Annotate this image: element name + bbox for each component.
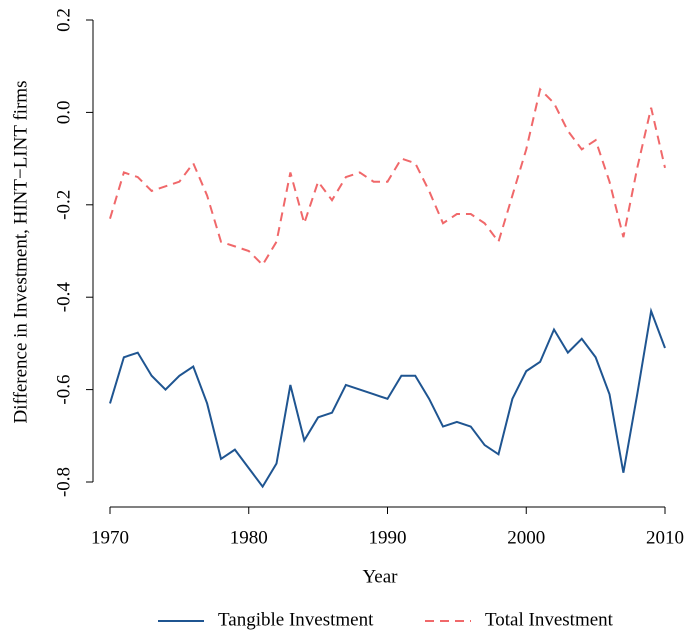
y-tick-label: -0.8 (53, 467, 74, 497)
x-tick-label: 1970 (91, 527, 129, 548)
series-line (109, 307, 666, 489)
x-tick-label: 2000 (507, 527, 545, 548)
x-tick-label: 2010 (646, 527, 684, 548)
legend-label: Tangible Investment (218, 609, 374, 630)
x-tick-label: 1990 (369, 527, 407, 548)
y-tick-label: -0.4 (53, 282, 74, 313)
x-axis-title: Year (362, 566, 398, 587)
x-tick-label: 1980 (230, 527, 268, 548)
legend-label: Total Investment (485, 609, 614, 630)
y-tick-label: -0.2 (53, 190, 74, 220)
y-tick-label: 0.0 (53, 101, 74, 125)
y-tick-label: -0.6 (53, 375, 74, 405)
y-tick-label: 0.2 (53, 8, 74, 32)
y-axis-title: Difference in Investment, HINT−LINT firm… (10, 81, 31, 424)
series-line (109, 87, 666, 267)
